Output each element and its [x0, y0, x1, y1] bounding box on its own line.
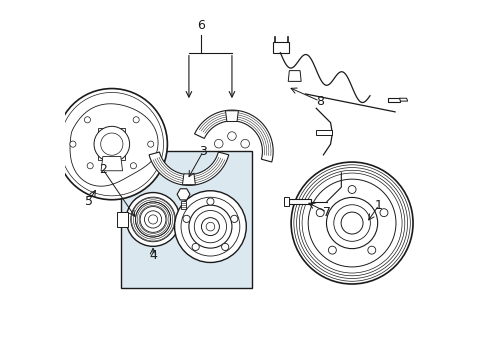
Polygon shape [70, 104, 158, 186]
Polygon shape [287, 71, 301, 81]
FancyBboxPatch shape [98, 128, 125, 161]
Circle shape [227, 132, 236, 140]
Text: 6: 6 [197, 19, 205, 32]
Circle shape [326, 197, 377, 249]
Polygon shape [101, 157, 122, 171]
Circle shape [188, 205, 231, 248]
Circle shape [367, 246, 375, 254]
Polygon shape [182, 174, 195, 185]
Polygon shape [181, 201, 185, 210]
Circle shape [70, 141, 76, 147]
FancyBboxPatch shape [121, 151, 251, 288]
Polygon shape [225, 111, 238, 122]
Polygon shape [149, 152, 228, 185]
Circle shape [214, 139, 223, 148]
Text: 2: 2 [99, 163, 106, 176]
Polygon shape [177, 189, 190, 200]
Circle shape [230, 215, 237, 222]
Polygon shape [284, 197, 289, 206]
Circle shape [126, 193, 180, 246]
Text: 8: 8 [315, 95, 323, 108]
Circle shape [87, 163, 93, 169]
Circle shape [84, 117, 90, 123]
Circle shape [241, 139, 249, 148]
Circle shape [347, 185, 355, 193]
Circle shape [307, 179, 395, 267]
Text: 4: 4 [149, 249, 157, 262]
Polygon shape [289, 199, 310, 204]
Circle shape [379, 209, 387, 217]
Circle shape [328, 246, 336, 254]
Circle shape [201, 218, 219, 235]
Circle shape [183, 215, 190, 222]
Circle shape [133, 117, 139, 123]
Polygon shape [387, 98, 400, 102]
Polygon shape [194, 110, 273, 162]
Polygon shape [273, 42, 289, 53]
Polygon shape [399, 98, 407, 101]
Circle shape [333, 205, 369, 241]
Text: 5: 5 [84, 195, 92, 208]
Text: 1: 1 [374, 199, 382, 212]
Circle shape [221, 243, 228, 251]
Circle shape [174, 191, 246, 262]
Polygon shape [117, 212, 128, 226]
Circle shape [144, 211, 162, 228]
Circle shape [147, 141, 153, 147]
Circle shape [192, 243, 199, 251]
Polygon shape [316, 130, 332, 135]
Circle shape [135, 202, 170, 237]
Circle shape [130, 163, 136, 169]
Text: 7: 7 [322, 206, 330, 219]
Circle shape [316, 209, 324, 217]
Circle shape [290, 162, 412, 284]
Circle shape [206, 198, 214, 205]
Circle shape [341, 212, 362, 234]
Circle shape [56, 89, 167, 200]
Circle shape [94, 126, 129, 162]
Text: 3: 3 [199, 145, 207, 158]
